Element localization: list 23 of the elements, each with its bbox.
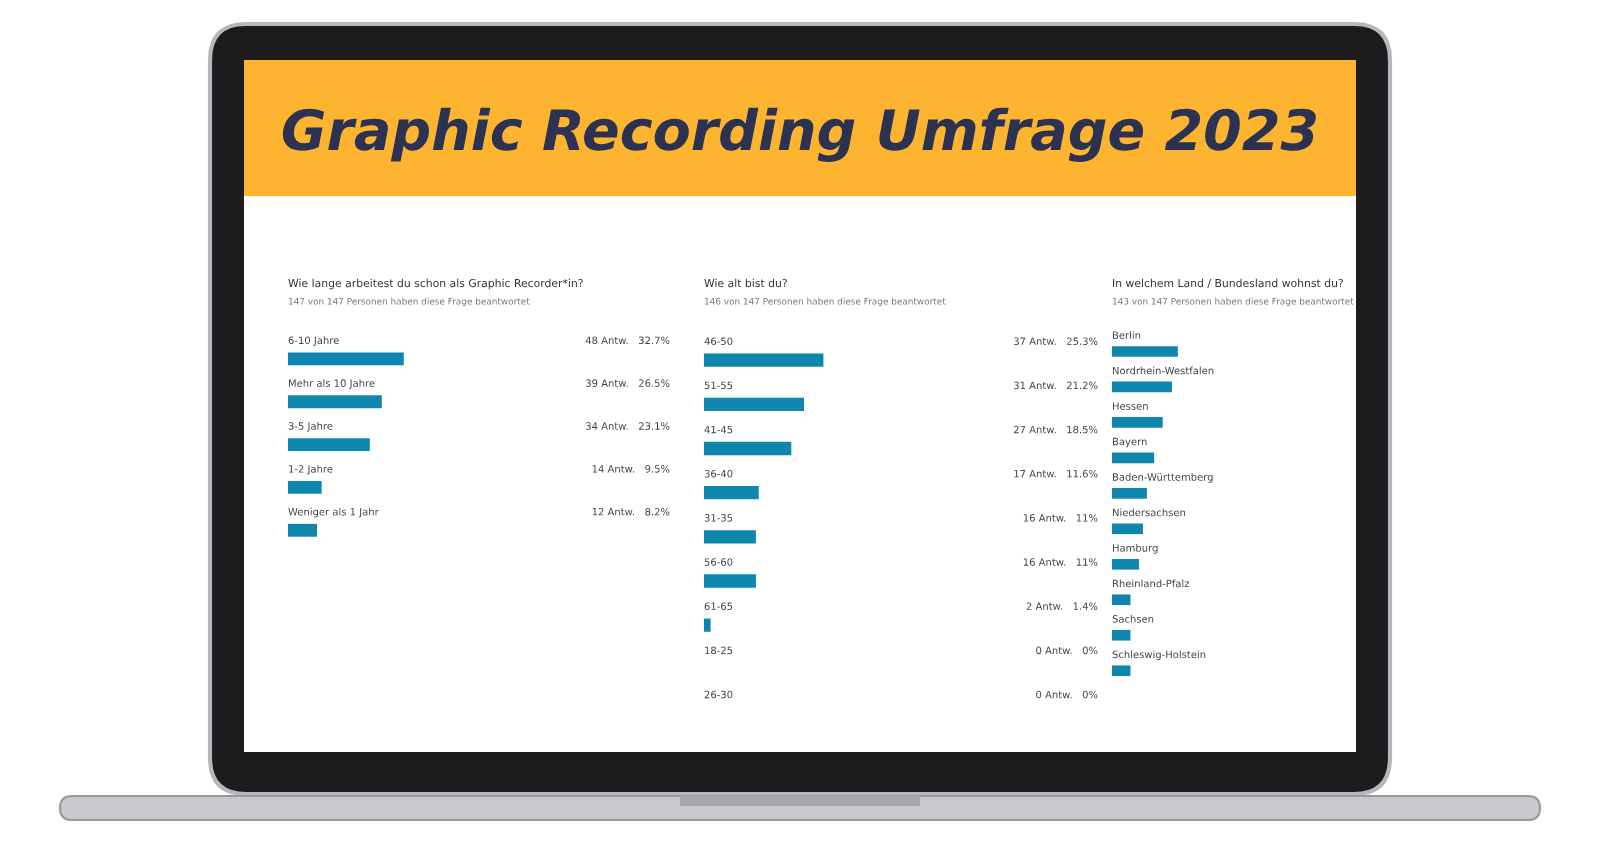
bar — [288, 481, 322, 494]
bar — [1112, 346, 1178, 357]
bar — [1112, 381, 1172, 393]
bar — [704, 530, 756, 544]
bar — [1112, 629, 1131, 641]
bar — [1112, 558, 1140, 570]
bar — [1112, 594, 1131, 606]
bar — [288, 438, 370, 451]
bar — [704, 397, 805, 411]
bar — [1112, 523, 1143, 535]
bar — [288, 352, 404, 366]
bar — [288, 523, 318, 537]
bar — [288, 395, 382, 409]
text: Graphic Recording Umfrage 2023 — [282, 107, 1316, 162]
bar — [1112, 452, 1155, 464]
bar — [704, 574, 756, 588]
bar — [704, 353, 824, 367]
bar — [1112, 665, 1131, 677]
bar — [1112, 488, 1147, 499]
bar — [1112, 417, 1163, 428]
bar — [704, 486, 759, 500]
bar — [704, 441, 792, 456]
bar — [704, 618, 711, 632]
